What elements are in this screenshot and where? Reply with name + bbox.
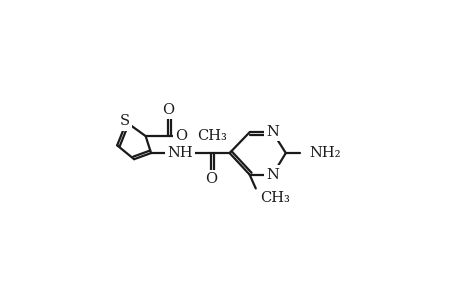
Text: CH₃: CH₃ [260,191,290,205]
Text: NH₂: NH₂ [308,146,340,160]
Text: O: O [162,103,174,117]
Text: O: O [174,129,187,143]
Text: CH₃: CH₃ [197,129,227,143]
Text: NH: NH [167,146,193,160]
Text: N: N [266,168,279,182]
Text: O: O [205,172,217,186]
Text: S: S [119,115,129,128]
Text: N: N [266,125,279,139]
